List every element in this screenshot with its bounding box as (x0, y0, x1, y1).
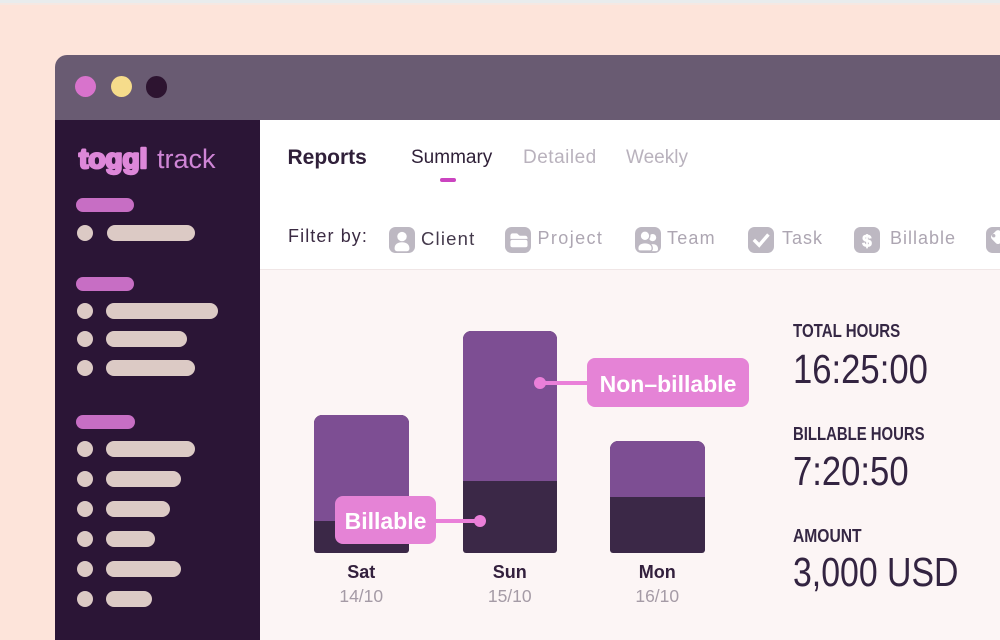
svg-text:toggl: toggl (79, 143, 147, 174)
svg-text:track: track (157, 144, 216, 174)
svg-text:$: $ (862, 231, 872, 250)
